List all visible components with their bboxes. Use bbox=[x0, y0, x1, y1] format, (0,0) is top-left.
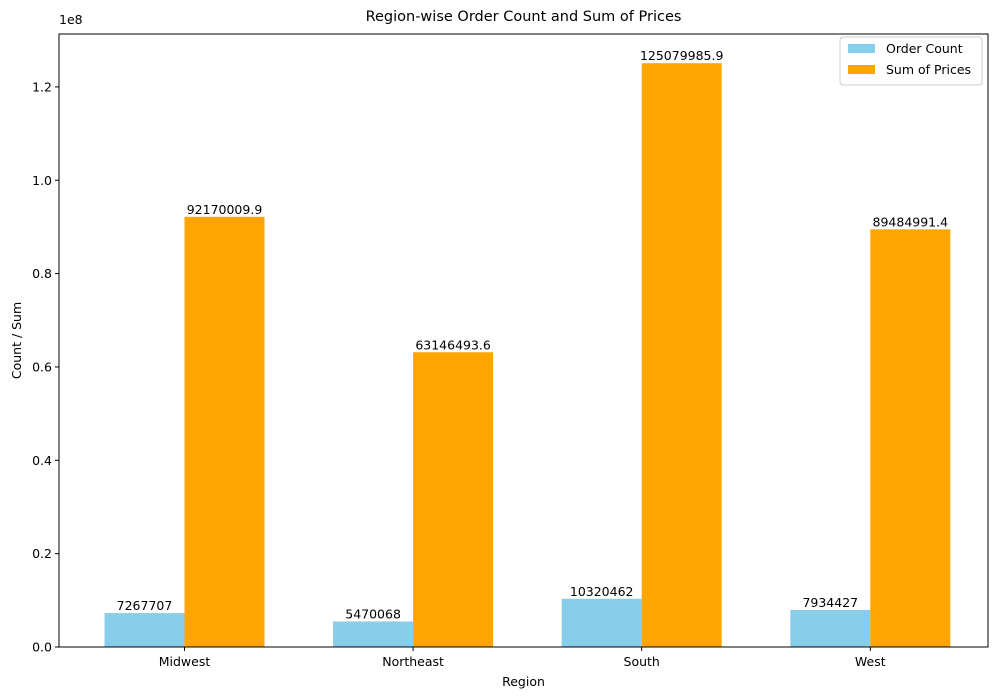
bar-northeast-series-1 bbox=[333, 621, 414, 647]
y-tick-label: 0.8 bbox=[32, 266, 52, 281]
plot-frame bbox=[58, 33, 989, 648]
x-tick-label-west: West bbox=[855, 654, 886, 669]
data-label-northeast-series-2: 63146493.6 bbox=[415, 337, 491, 352]
legend: Order Count Sum of Prices bbox=[839, 36, 983, 86]
x-axis-ticks: Midwest Northeast South West bbox=[159, 647, 886, 669]
bar-south-series-2 bbox=[641, 63, 722, 647]
y-axis-scale-multiplier: 1e8 bbox=[59, 12, 83, 27]
bars-group bbox=[104, 63, 951, 648]
x-tick-label-northeast: Northeast bbox=[382, 654, 444, 669]
legend-label-series-2: Sum of Prices bbox=[886, 62, 971, 77]
data-label-northeast-series-1: 5470068 bbox=[345, 606, 401, 621]
y-tick-label: 0.0 bbox=[32, 640, 52, 655]
x-tick-label-midwest: Midwest bbox=[159, 654, 211, 669]
data-label-midwest-series-1: 7267707 bbox=[117, 598, 173, 613]
y-tick-label: 1.0 bbox=[32, 173, 52, 188]
y-axis-ticks: 0.0 0.2 0.4 0.6 0.8 1.0 1.2 bbox=[32, 79, 59, 655]
y-tick-label: 0.2 bbox=[32, 546, 52, 561]
x-axis-label: Region bbox=[502, 674, 545, 689]
y-tick-label: 1.2 bbox=[32, 79, 52, 94]
legend-swatch-series-2 bbox=[848, 65, 875, 74]
bar-midwest-series-1 bbox=[104, 613, 185, 647]
data-label-west-series-2: 89484991.4 bbox=[873, 214, 949, 229]
bar-south-series-1 bbox=[561, 598, 642, 647]
y-axis-label: Count / Sum bbox=[9, 302, 24, 379]
legend-swatch-series-1 bbox=[848, 44, 875, 53]
data-label-south-series-2: 125079985.9 bbox=[640, 48, 724, 63]
y-tick-label: 0.6 bbox=[32, 359, 52, 374]
bar-west-series-2 bbox=[870, 229, 951, 647]
x-tick-label-south: South bbox=[624, 654, 660, 669]
data-label-midwest-series-2: 92170009.9 bbox=[187, 202, 263, 217]
bar-west-series-1 bbox=[790, 609, 871, 647]
bar-midwest-series-2 bbox=[184, 216, 265, 648]
legend-label-series-1: Order Count bbox=[886, 41, 963, 56]
bar-northeast-series-2 bbox=[413, 352, 494, 647]
data-label-west-series-1: 7934427 bbox=[802, 595, 858, 610]
data-label-south-series-1: 10320462 bbox=[570, 584, 634, 599]
legend-box bbox=[839, 36, 983, 86]
data-labels-group: 7267707 92170009.9 5470068 63146493.6 103204… bbox=[117, 48, 948, 621]
chart-title: Region-wise Order Count and Sum of Price… bbox=[366, 9, 682, 25]
y-tick-label: 0.4 bbox=[32, 453, 52, 468]
